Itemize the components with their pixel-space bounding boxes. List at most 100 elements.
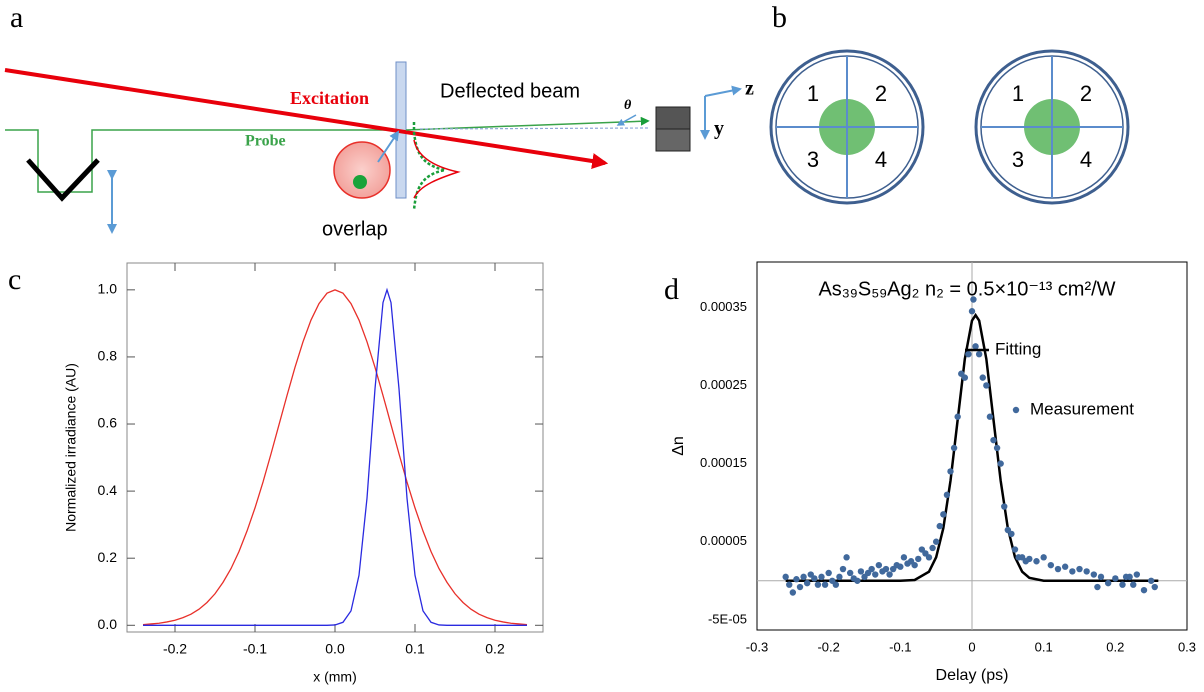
data-point bbox=[789, 589, 797, 596]
quadrant-label: 4 bbox=[875, 147, 887, 172]
diagram-a: Excitation Probe Deflected beam θ z y ov… bbox=[4, 61, 754, 240]
y-tick-label: 0.00025 bbox=[700, 377, 747, 392]
data-point bbox=[925, 554, 933, 561]
quadrant-label: 3 bbox=[807, 147, 819, 172]
pointer-arrow bbox=[377, 130, 400, 163]
data-point bbox=[936, 522, 943, 530]
quadrant-label: 2 bbox=[1080, 81, 1092, 106]
data-point bbox=[836, 573, 843, 581]
y-tick-label: 0.0 bbox=[98, 616, 118, 632]
x-tick-label: -0.1 bbox=[889, 639, 911, 654]
outer-ring bbox=[974, 49, 1130, 205]
data-point bbox=[900, 554, 908, 561]
data-point bbox=[1097, 573, 1105, 581]
y-tick-label: 0.00005 bbox=[700, 533, 747, 548]
data-point bbox=[782, 573, 789, 581]
x-axis-label: Delay (ps) bbox=[936, 667, 1009, 684]
data-point bbox=[972, 343, 979, 350]
data-point bbox=[961, 374, 969, 381]
data-point bbox=[1061, 563, 1069, 570]
data-point bbox=[825, 569, 832, 577]
overlap-label: overlap bbox=[322, 218, 388, 240]
quadrant-label: 2 bbox=[875, 81, 887, 106]
deflected-label: Deflected beam bbox=[440, 80, 580, 102]
data-point bbox=[843, 554, 850, 561]
data-point bbox=[954, 413, 961, 420]
x-tick-label: 0 bbox=[968, 639, 975, 654]
data-point bbox=[1054, 565, 1062, 573]
data-point bbox=[1104, 579, 1112, 587]
data-point bbox=[947, 468, 954, 475]
fit-line bbox=[785, 312, 1159, 583]
x-tick-label: 0.2 bbox=[485, 641, 505, 657]
plot-frame bbox=[126, 262, 544, 633]
diagram-b: 1 2 3 4 1 2 3 4 bbox=[769, 49, 1130, 205]
data-point bbox=[803, 579, 811, 587]
data-point bbox=[818, 573, 825, 581]
data-point bbox=[1151, 583, 1158, 591]
data-point bbox=[1112, 575, 1119, 582]
y-axis-label: Normalized irradiance (AU) bbox=[63, 363, 79, 532]
data-point bbox=[854, 577, 861, 584]
data-point bbox=[1147, 577, 1155, 584]
data-point bbox=[1001, 503, 1008, 510]
data-point bbox=[886, 571, 893, 578]
data-point bbox=[796, 583, 804, 591]
data-point bbox=[983, 382, 990, 389]
data-point bbox=[1130, 581, 1137, 588]
quadrant-label: 4 bbox=[1080, 147, 1092, 172]
data-point bbox=[839, 565, 847, 573]
data-point bbox=[911, 561, 918, 569]
detector-bottom bbox=[655, 128, 691, 152]
excitation-label: Excitation bbox=[290, 88, 369, 108]
x-tick-label: 0.1 bbox=[405, 641, 425, 657]
data-point bbox=[846, 569, 854, 577]
delay-mirror bbox=[26, 158, 100, 202]
data-point bbox=[1008, 530, 1015, 538]
legend-marker bbox=[1012, 406, 1020, 414]
data-point bbox=[1047, 561, 1055, 569]
x-tick-label: 0.2 bbox=[1106, 639, 1124, 654]
outer-ring bbox=[769, 49, 925, 205]
panel-label: b bbox=[772, 1, 787, 34]
data-point bbox=[929, 544, 936, 552]
detector-top bbox=[655, 106, 691, 130]
data-point bbox=[786, 581, 793, 588]
data-point bbox=[1133, 571, 1141, 578]
data-point bbox=[932, 538, 940, 545]
data-point bbox=[970, 296, 977, 303]
data-point bbox=[1083, 568, 1090, 575]
y-axis-label: Δn bbox=[670, 436, 687, 456]
y-tick-label: 0.2 bbox=[98, 549, 118, 565]
z-axis-arrow bbox=[704, 85, 742, 97]
y-tick-label: -5E-05 bbox=[708, 611, 747, 626]
data-point bbox=[821, 581, 829, 588]
data-point bbox=[868, 565, 875, 573]
data-point bbox=[1076, 565, 1083, 573]
overlap-spot bbox=[333, 141, 391, 199]
data-point bbox=[986, 413, 994, 420]
data-point bbox=[979, 374, 986, 381]
quad-detector: 1 2 3 4 bbox=[769, 49, 925, 205]
series-line bbox=[143, 287, 527, 626]
x-tick-label: 0.3 bbox=[1178, 639, 1196, 654]
data-point bbox=[814, 581, 822, 588]
angle-arrow bbox=[616, 114, 637, 126]
x-tick-label: -0.2 bbox=[163, 641, 187, 657]
data-point bbox=[990, 436, 997, 444]
y-tick-label: 0.6 bbox=[98, 415, 118, 431]
legend-label: Fitting bbox=[995, 339, 1041, 358]
data-point bbox=[915, 555, 922, 563]
z-label: z bbox=[745, 78, 754, 100]
data-point bbox=[793, 576, 800, 583]
data-point bbox=[882, 565, 890, 573]
data-point bbox=[968, 308, 976, 315]
y-label: y bbox=[714, 118, 724, 140]
data-point bbox=[1011, 546, 1019, 553]
data-point bbox=[965, 350, 972, 358]
data-point bbox=[993, 444, 1001, 452]
data-point bbox=[1094, 583, 1101, 591]
x-tick-label: 0.0 bbox=[325, 641, 345, 657]
series-line bbox=[142, 289, 528, 626]
